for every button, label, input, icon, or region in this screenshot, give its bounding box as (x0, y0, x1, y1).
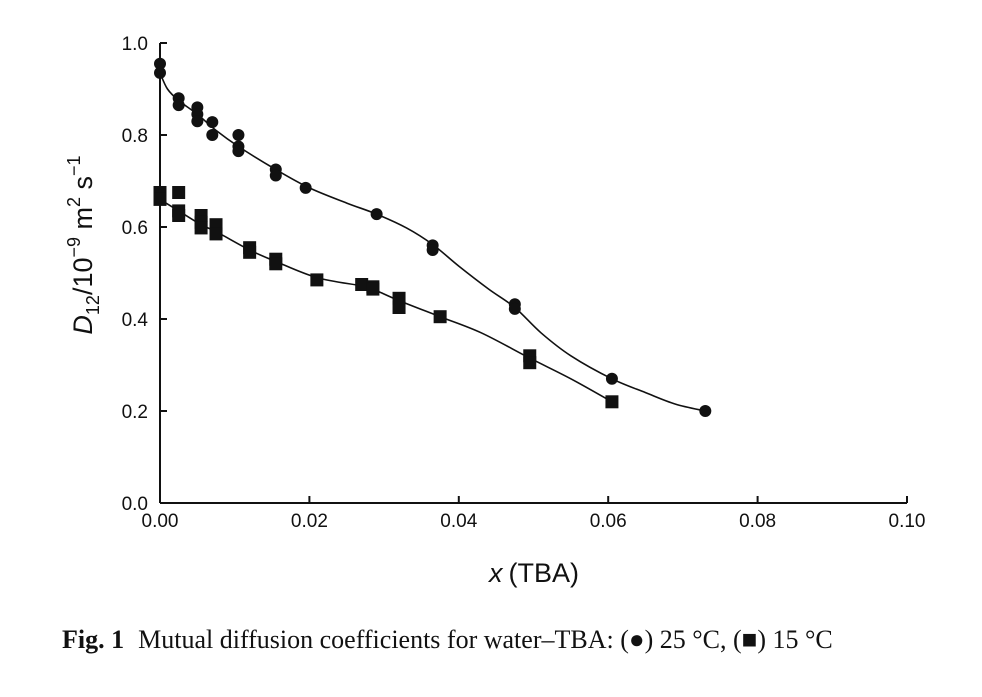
data-point-circle (269, 169, 282, 182)
data-point-circle (508, 302, 521, 315)
y-tick-label: 0.0 (122, 494, 148, 515)
y-axis-exponent-1: −9 (64, 237, 84, 258)
chart: 0.00 0.02 0.04 0.06 0.08 0.10 0.0 0.2 0.4 0.6 0.8 1… (64, 34, 926, 588)
data-point-square (605, 395, 619, 409)
data-point-circle (172, 99, 185, 112)
data-point-square (310, 273, 324, 287)
y-tick-label: 0.6 (122, 218, 148, 239)
data-point-square (172, 186, 186, 199)
axes (159, 43, 907, 504)
data-point-square (172, 209, 186, 222)
data-point-square (243, 245, 257, 259)
ticks: 0.00 0.02 0.04 0.06 0.08 0.10 0.0 0.2 0.4 0.6 0.8 1… (122, 34, 926, 532)
x-tick-label: 0.04 (440, 511, 477, 532)
data-point-square (523, 356, 537, 370)
data-point-circle (232, 145, 245, 158)
data-point-circle (154, 57, 166, 70)
y-tick-label: 0.2 (122, 402, 148, 423)
y-tick-label: 0.4 (122, 310, 149, 331)
x-axis-variable: x (487, 558, 504, 588)
data-point-square (194, 221, 208, 235)
data-point-circle (605, 372, 618, 385)
data-point-circle (699, 405, 712, 417)
y-axis-title: D12/10−9 m2 s−1 (64, 155, 103, 334)
x-tick-label: 0.10 (889, 511, 926, 532)
data-point-circle (232, 129, 245, 141)
y-axis-subscript: 12 (83, 295, 103, 315)
y-axis-divisor: /10 (68, 258, 98, 296)
y-axis-exponent-3: −1 (64, 155, 84, 176)
y-axis-unit-s: s (68, 176, 98, 197)
data-point-square (366, 282, 380, 296)
data-point-square (392, 301, 406, 314)
data-point-square (433, 310, 447, 324)
y-tick-label: 1.0 (122, 34, 148, 55)
data-point-square (209, 227, 223, 241)
data-point-square (269, 257, 283, 271)
y-axis-exponent-2: 2 (64, 197, 84, 207)
figure-caption-text: Mutual diffusion coefficients for water–… (138, 625, 833, 654)
data-point-square (153, 192, 167, 206)
figure-caption: Fig. 1 Mutual diffusion coefficients for … (62, 624, 962, 655)
y-axis-unit-m: m (68, 207, 98, 237)
data-point-circle (154, 66, 166, 79)
x-tick-label: 0.08 (739, 511, 776, 532)
data-point-circle (206, 116, 219, 129)
y-axis-variable: D (68, 315, 98, 335)
data-point-circle (206, 129, 219, 141)
x-tick-label: 0.06 (590, 511, 627, 532)
fit-curve-square (159, 198, 613, 403)
data-points (153, 57, 712, 417)
figure-label: Fig. 1 (62, 625, 125, 654)
data-point-square (355, 278, 369, 291)
x-axis-rest: (TBA) (509, 558, 580, 588)
data-point-circle (426, 244, 439, 256)
x-tick-label: 0.02 (291, 511, 328, 532)
data-point-circle (370, 208, 383, 221)
data-point-circle (299, 181, 312, 194)
y-tick-label: 0.8 (122, 126, 148, 147)
x-tick-label: 0.00 (142, 511, 179, 532)
x-axis-title: x (TBA) (487, 558, 579, 588)
data-point-circle (191, 115, 204, 128)
